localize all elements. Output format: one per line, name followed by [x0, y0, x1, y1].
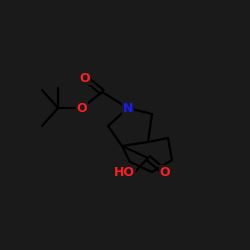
Text: HO: HO: [114, 166, 135, 178]
Text: O: O: [77, 102, 87, 114]
Text: O: O: [160, 166, 170, 178]
Text: N: N: [123, 102, 133, 114]
Text: O: O: [80, 72, 90, 85]
